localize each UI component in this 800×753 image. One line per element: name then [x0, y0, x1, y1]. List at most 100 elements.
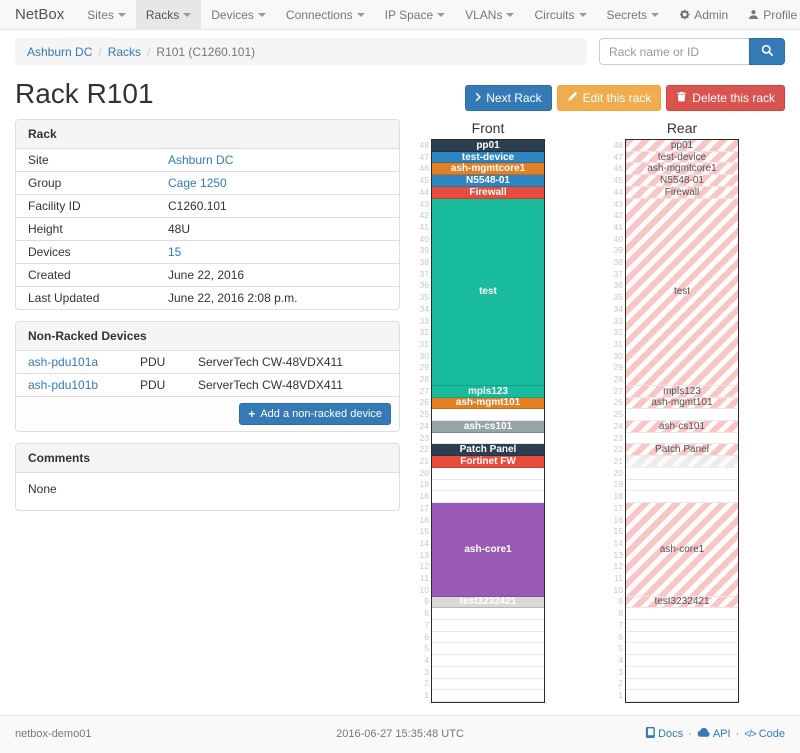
- rack-unit-empty: [432, 491, 544, 503]
- profile-link[interactable]: Profile: [738, 0, 800, 29]
- rack-unit-empty: [626, 491, 738, 503]
- rack-info-panel-title: Rack: [16, 120, 399, 149]
- unit-number: 30: [613, 350, 623, 361]
- rack-device-test-device[interactable]: test-device: [432, 151, 544, 164]
- rack-device-pp01: pp01: [626, 140, 738, 152]
- rack-device-fortinet-fw[interactable]: Fortinet FW: [432, 456, 544, 468]
- rack-info-value-link[interactable]: Ashburn DC: [168, 153, 234, 167]
- unit-number: 14: [419, 537, 429, 548]
- non-racked-panel-footer: + Add a non-racked device: [16, 396, 399, 431]
- add-non-racked-device-button[interactable]: + Add a non-racked device: [239, 403, 391, 425]
- rack-device-firewall[interactable]: Firewall: [432, 186, 544, 199]
- unit-number: 38: [419, 257, 429, 268]
- device-link[interactable]: ash-pdu101b: [28, 378, 99, 392]
- rack-device-test3232421[interactable]: test3232421: [432, 596, 544, 609]
- breadcrumb-racks-link[interactable]: Racks: [107, 44, 142, 59]
- rack-unit-empty: [432, 643, 544, 656]
- rack-device-test[interactable]: test: [432, 198, 544, 386]
- rack-unit-empty: [432, 467, 544, 480]
- unit-number: 30: [419, 350, 429, 361]
- nav-item-devices[interactable]: Devices: [201, 0, 276, 29]
- rack-device-ash-mgmt101: ash-mgmt101: [626, 397, 738, 410]
- rack-unit-empty: [626, 432, 738, 445]
- rack-info-label: Site: [28, 153, 49, 167]
- unit-number: 34: [613, 303, 623, 314]
- rack-device-ash-mgmt101[interactable]: ash-mgmt101: [432, 397, 544, 410]
- rack-device-ash-cs101[interactable]: ash-cs101: [432, 420, 544, 433]
- rack-actions: Next Rack Edit this rack Delete this rac…: [465, 85, 785, 111]
- code-link[interactable]: </> Code: [744, 728, 785, 740]
- api-link[interactable]: API: [697, 727, 731, 740]
- rack-device-ash-core1[interactable]: ash-core1: [432, 502, 544, 597]
- nav-item-connections[interactable]: Connections: [276, 0, 375, 29]
- rack-unit-empty: [432, 619, 544, 632]
- chevron-down-icon: [117, 12, 126, 17]
- nav-item-sites[interactable]: Sites: [77, 0, 136, 29]
- rack-unit-empty: [432, 608, 544, 620]
- rack-info-label: Devices: [16, 240, 156, 264]
- rack-unit-shadow: [626, 456, 738, 468]
- rack-info-value-link[interactable]: Cage 1250: [168, 176, 227, 190]
- rear-rack-frame: pp01 test-device ash-mgmtcore1 N5548-01 Fire…: [625, 139, 739, 703]
- nav-item-secrets[interactable]: Secrets: [597, 0, 670, 29]
- unit-number: 2: [424, 678, 429, 689]
- rack-device-patch-panel: Patch Panel: [626, 444, 738, 457]
- unit-number: 40: [419, 233, 429, 244]
- rack-unit-empty: [626, 678, 738, 691]
- rack-unit-empty: [432, 479, 544, 492]
- rack-device-pp01[interactable]: pp01: [432, 140, 544, 152]
- nav-item-vlans[interactable]: VLANs: [455, 0, 524, 29]
- unit-number: 9: [618, 596, 623, 607]
- unit-number: 1: [618, 690, 623, 701]
- rack-device-n5548-01: N5548-01: [626, 175, 738, 187]
- rack-device-patch-panel[interactable]: Patch Panel: [432, 444, 544, 457]
- device-type: PDU: [140, 355, 166, 369]
- nav-item-racks[interactable]: Racks: [135, 0, 202, 29]
- breadcrumb-site-link[interactable]: Ashburn DC: [27, 44, 93, 59]
- rear-elevation-title: Rear: [666, 120, 698, 136]
- unit-number: 18: [419, 491, 429, 502]
- rack-device-mpls123: mpls123: [626, 385, 738, 398]
- unit-number: 29: [613, 362, 623, 373]
- breadcrumb-separator: /: [98, 44, 102, 59]
- code-icon: </>: [744, 728, 757, 740]
- search-input[interactable]: [599, 38, 749, 65]
- chevron-right-icon: [475, 91, 482, 105]
- netbox-brand[interactable]: NetBox: [15, 6, 65, 23]
- unit-number: 32: [419, 327, 429, 338]
- unit-number: 17: [419, 502, 429, 513]
- edit-rack-button[interactable]: Edit this rack: [556, 85, 662, 111]
- cloud-icon: [697, 727, 710, 740]
- unit-number: 14: [613, 537, 623, 548]
- breadcrumb: Ashburn DC / Racks / R101 (C1260.101): [15, 38, 587, 65]
- nav-item-circuits[interactable]: Circuits: [524, 0, 596, 29]
- next-rack-button[interactable]: Next Rack: [465, 85, 552, 111]
- nav-item-ip-space[interactable]: IP Space: [375, 0, 455, 29]
- rack-device-mpls123[interactable]: mpls123: [432, 385, 544, 398]
- unit-number: 11: [420, 573, 429, 584]
- front-elevation-title: Front: [471, 120, 505, 136]
- unit-number: 15: [613, 526, 623, 537]
- docs-link[interactable]: Docs: [645, 727, 683, 741]
- unit-number: 5: [618, 643, 623, 654]
- rack-info-row: Group Cage 1250: [16, 171, 399, 195]
- rack-device-n5548-01[interactable]: N5548-01: [432, 175, 544, 187]
- rack-device-ash-mgmtcore1[interactable]: ash-mgmtcore1: [432, 163, 544, 176]
- unit-number: 18: [613, 491, 623, 502]
- front-elevation: Front 48 47 46 45 44 43 42 41 40 39 38 37 36 35 34 33 32…: [417, 119, 545, 703]
- comments-panel-title: Comments: [16, 444, 399, 473]
- device-model: ServerTech CW-48VDX411: [186, 373, 399, 396]
- device-link[interactable]: ash-pdu101a: [28, 355, 99, 369]
- unit-number: 36: [419, 280, 429, 291]
- rack-info-value: 48U: [156, 217, 399, 241]
- delete-rack-button[interactable]: Delete this rack: [666, 85, 785, 111]
- unit-number: 43: [613, 198, 623, 209]
- rack-info-value-link[interactable]: 15: [168, 245, 182, 259]
- search-button[interactable]: [749, 38, 785, 65]
- rack-unit-empty: [432, 690, 544, 702]
- unit-number: 25: [419, 409, 429, 420]
- rack-device-ash-cs101: ash-cs101: [626, 420, 738, 433]
- unit-number: 22: [613, 444, 623, 455]
- admin-link[interactable]: Admin: [669, 0, 738, 29]
- rack-info-value: June 22, 2016: [156, 263, 399, 287]
